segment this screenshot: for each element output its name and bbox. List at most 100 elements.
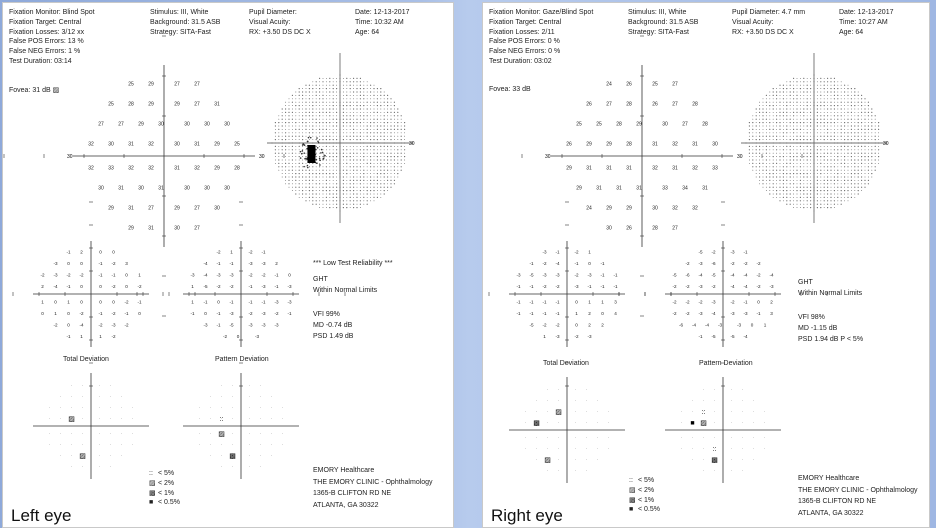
gray-dot	[820, 193, 822, 195]
gray-dot	[803, 122, 805, 124]
gray-dot	[295, 149, 297, 151]
gray-dot	[830, 84, 832, 86]
text-line: Test Duration: 03:14	[9, 57, 72, 65]
gray-dot	[803, 152, 805, 154]
gray-dot	[755, 139, 757, 141]
gray-dot	[844, 139, 846, 141]
gray-dot	[762, 108, 764, 110]
gray-dot	[356, 200, 358, 202]
gray-dot	[857, 108, 859, 110]
gray-dot	[871, 176, 873, 178]
gray-dot	[359, 91, 361, 93]
gray-dot	[308, 186, 310, 188]
gray-dot	[400, 152, 402, 154]
gray-dot	[319, 98, 321, 100]
gray-dot	[393, 169, 395, 171]
gray-dot	[837, 88, 839, 90]
gray-dot	[342, 193, 344, 195]
probability-dot: ·	[714, 409, 715, 414]
gray-dot	[759, 169, 761, 171]
gray-dot	[319, 105, 321, 107]
gray-dot	[295, 139, 297, 141]
gray-dot	[329, 105, 331, 107]
gray-dot	[325, 105, 327, 107]
gray-dot	[322, 203, 324, 205]
gray-dot	[359, 145, 361, 147]
gray-dot	[308, 101, 310, 103]
gray-dot	[302, 173, 304, 175]
gray-dot	[285, 105, 287, 107]
gray-dot	[298, 176, 300, 178]
gray-dot	[759, 152, 761, 154]
left-eye-report: Fixation Monitor: Blind Spot Fixation Tar…	[2, 2, 454, 528]
grid-value: 27	[194, 102, 200, 108]
gray-dot	[383, 149, 385, 151]
gray-dot	[772, 179, 774, 181]
gray-dot	[830, 135, 832, 137]
probability-dot: ·	[742, 387, 743, 392]
gray-dot	[400, 135, 402, 137]
gray-dot	[288, 176, 290, 178]
gray-dot	[404, 132, 406, 134]
gray-dot	[772, 122, 774, 124]
gray-dot	[366, 84, 368, 86]
gray-dot	[302, 166, 304, 168]
gray-dot	[356, 77, 358, 79]
gray-dot	[878, 156, 880, 158]
gray-dot	[874, 152, 876, 154]
gray-dot	[850, 193, 852, 195]
grid-value: 26	[626, 226, 632, 232]
gray-dot	[789, 91, 791, 93]
gray-dot	[769, 166, 771, 168]
gray-dot	[319, 125, 321, 127]
gray-dot	[772, 115, 774, 117]
probability-mark: ▨	[544, 457, 551, 464]
gray-dot	[793, 128, 795, 130]
gray-dot	[353, 145, 355, 147]
gray-dot	[302, 91, 304, 93]
gray-dot	[820, 196, 822, 198]
gray-dot	[383, 183, 385, 185]
gray-dot	[840, 196, 842, 198]
gray-dot	[322, 159, 324, 161]
grid-value: -2	[137, 284, 142, 289]
gray-dot	[789, 145, 791, 147]
text-line: EMORY Healthcare	[313, 467, 375, 474]
gray-dot	[322, 183, 324, 185]
gray-dot	[806, 190, 808, 192]
gray-dot	[329, 186, 331, 188]
gray-dot	[312, 183, 314, 185]
gray-dot	[339, 91, 341, 93]
gray-dot	[827, 122, 829, 124]
gray-dot	[353, 207, 355, 209]
gray-dot	[339, 108, 341, 110]
grid-value: -1	[248, 299, 253, 304]
gray-dot	[302, 135, 304, 137]
grid-value: 1	[575, 311, 578, 316]
gray-dot	[864, 176, 866, 178]
gray-dot	[281, 173, 283, 175]
gray-dot	[810, 132, 812, 134]
gray-dot	[346, 81, 348, 83]
gray-dot	[353, 190, 355, 192]
gray-dot	[387, 176, 389, 178]
gray-dot	[329, 118, 331, 120]
gray-dot	[380, 118, 382, 120]
gray-dot	[867, 132, 869, 134]
gray-dot	[837, 125, 839, 127]
gray-dot	[762, 179, 764, 181]
gray-dot	[295, 122, 297, 124]
md-value: MD -0.74 dB	[313, 322, 353, 329]
gray-dot	[359, 196, 361, 198]
gray-dot	[312, 186, 314, 188]
gray-dot	[789, 186, 791, 188]
gray-dot	[793, 179, 795, 181]
gray-dot	[810, 108, 812, 110]
gray-dot	[816, 203, 818, 205]
gray-dot	[336, 173, 338, 175]
gray-dot	[810, 166, 812, 168]
gray-dot	[779, 152, 781, 154]
gray-dot	[799, 145, 801, 147]
gray-dot	[769, 115, 771, 117]
probability-dot: ·	[742, 468, 743, 473]
